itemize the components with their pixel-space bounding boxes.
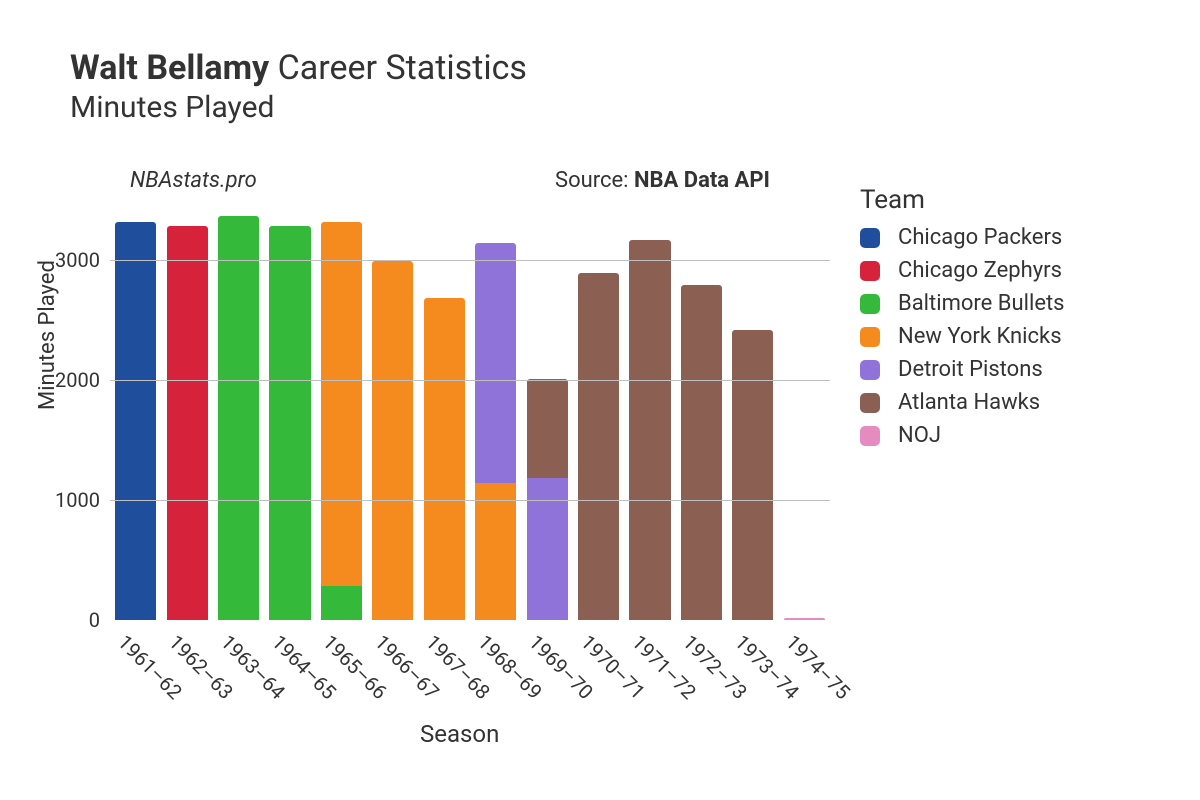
y-tick: 2000 xyxy=(40,368,100,392)
legend-title: Team xyxy=(860,185,1065,215)
title-suffix: Career Statistics xyxy=(278,48,527,88)
legend-swatch xyxy=(860,327,880,347)
legend-label: New York Knicks xyxy=(898,324,1062,349)
gridline xyxy=(110,260,830,261)
legend-swatch xyxy=(860,228,880,248)
bar-segment xyxy=(681,285,722,620)
bar-segment xyxy=(321,222,362,587)
bar-segment xyxy=(475,483,516,620)
bar-segment xyxy=(424,298,465,620)
y-tick: 3000 xyxy=(40,248,100,272)
bar-slot xyxy=(372,200,413,620)
x-axis-label: Season xyxy=(420,720,499,748)
chart-title: Walt Bellamy Career Statistics Minutes P… xyxy=(70,48,527,125)
legend-label: NOJ xyxy=(898,423,941,448)
legend-label: Detroit Pistons xyxy=(898,357,1043,382)
legend-label: Atlanta Hawks xyxy=(898,390,1040,415)
bar-slot xyxy=(321,200,362,620)
bar-segment xyxy=(527,379,568,479)
bar-slot xyxy=(629,200,670,620)
title-metric: Minutes Played xyxy=(70,90,527,125)
legend-label: Baltimore Bullets xyxy=(898,291,1065,316)
bar-segment xyxy=(629,240,670,620)
gridline xyxy=(110,500,830,501)
watermark: NBAstats.pro xyxy=(130,168,257,193)
bar-slot xyxy=(527,200,568,620)
legend-item: Baltimore Bullets xyxy=(860,291,1065,316)
source-prefix: Source: xyxy=(555,168,634,193)
legend-item: NOJ xyxy=(860,423,1065,448)
legend-swatch xyxy=(860,426,880,446)
legend-item: Atlanta Hawks xyxy=(860,390,1065,415)
bar-slot xyxy=(167,200,208,620)
y-tick: 1000 xyxy=(40,488,100,512)
bar-slot xyxy=(784,200,825,620)
bar-segment xyxy=(321,586,362,620)
legend-swatch xyxy=(860,294,880,314)
source-label: Source: NBA Data API xyxy=(555,168,770,193)
legend-item: Detroit Pistons xyxy=(860,357,1065,382)
bar-slot xyxy=(578,200,619,620)
bar-segment xyxy=(784,618,825,620)
legend-label: Chicago Packers xyxy=(898,225,1062,250)
legend-swatch xyxy=(860,360,880,380)
bar-segment xyxy=(218,216,259,620)
bar-slot xyxy=(732,200,773,620)
bar-segment xyxy=(115,222,156,620)
bar-segment xyxy=(372,261,413,620)
bar-segment xyxy=(578,273,619,620)
plot-area xyxy=(110,200,830,620)
legend-item: Chicago Zephyrs xyxy=(860,258,1065,283)
legend-item: Chicago Packers xyxy=(860,225,1065,250)
bar-slot xyxy=(424,200,465,620)
bar-segment xyxy=(167,226,208,620)
bars-layer xyxy=(110,200,830,620)
source-name: NBA Data API xyxy=(634,168,770,193)
bar-slot xyxy=(269,200,310,620)
bar-slot xyxy=(115,200,156,620)
bar-slot xyxy=(218,200,259,620)
gridline xyxy=(110,380,830,381)
legend-swatch xyxy=(860,393,880,413)
bar-segment xyxy=(732,330,773,620)
bar-segment xyxy=(475,243,516,483)
legend-label: Chicago Zephyrs xyxy=(898,258,1062,283)
legend-swatch xyxy=(860,261,880,281)
bar-slot xyxy=(475,200,516,620)
legend-item: New York Knicks xyxy=(860,324,1065,349)
y-tick: 0 xyxy=(40,608,100,632)
bar-slot xyxy=(681,200,722,620)
title-player-name: Walt Bellamy xyxy=(70,48,269,88)
legend: Team Chicago Packers Chicago Zephyrs Balti… xyxy=(860,185,1065,456)
bar-segment xyxy=(269,226,310,620)
